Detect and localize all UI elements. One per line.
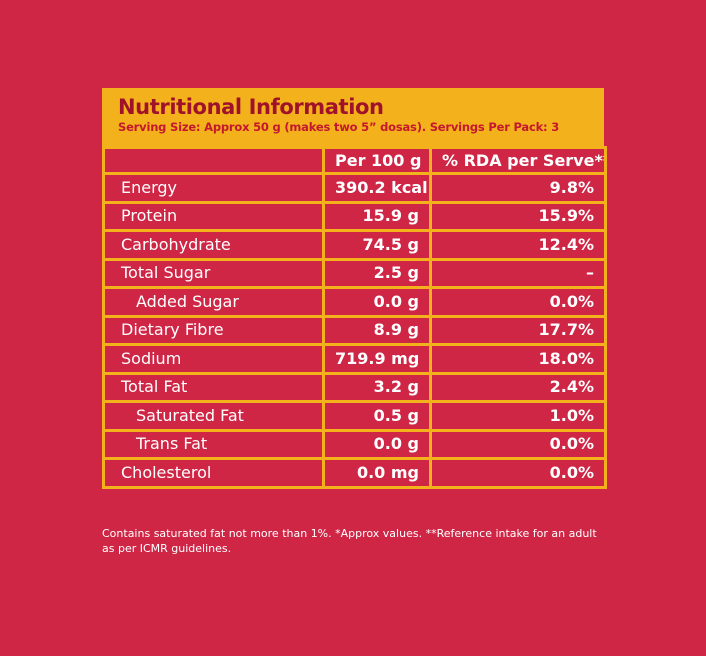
nutrient-name: Energy (102, 172, 325, 204)
nutrient-rda: 2.4% (429, 371, 607, 403)
nutrient-name: Total Fat (102, 371, 325, 403)
table-row: Added Sugar 0.0 g 0.0% (102, 286, 607, 318)
nutrient-name: Total Sugar (102, 257, 325, 289)
column-header-nutrient (102, 146, 325, 175)
table-row: Sodium 719.9 mg 18.0% (102, 343, 607, 375)
table-header-row: Per 100 g % RDA per Serve** (102, 146, 607, 175)
nutrient-rda: 0.0% (429, 428, 607, 460)
nutrient-per-100g: 0.0 g (322, 286, 432, 318)
nutrient-per-100g: 0.0 g (322, 428, 432, 460)
column-header-per-100g: Per 100 g (322, 146, 432, 175)
table-row: Total Fat 3.2 g 2.4% (102, 371, 607, 403)
nutrition-header: Nutritional Information Serving Size: Ap… (102, 88, 604, 146)
nutrient-rda: 15.9% (429, 200, 607, 232)
nutrient-rda: 9.8% (429, 172, 607, 204)
nutrient-rda: 18.0% (429, 343, 607, 375)
nutrient-per-100g: 390.2 kcal (322, 172, 432, 204)
nutrient-name: Carbohydrate (102, 229, 325, 261)
nutrient-name: Dietary Fibre (102, 314, 325, 346)
table-row: Protein 15.9 g 15.9% (102, 200, 607, 232)
nutrient-rda: 0.0% (429, 286, 607, 318)
nutrient-rda: 12.4% (429, 229, 607, 261)
nutrient-per-100g: 74.5 g (322, 229, 432, 261)
table-row: Saturated Fat 0.5 g 1.0% (102, 400, 607, 432)
nutrient-per-100g: 719.9 mg (322, 343, 432, 375)
table-row: Cholesterol 0.0 mg 0.0% (102, 457, 607, 489)
nutrient-per-100g: 3.2 g (322, 371, 432, 403)
nutrient-name: Added Sugar (102, 286, 325, 318)
nutrient-per-100g: 0.0 mg (322, 457, 432, 489)
nutrient-per-100g: 15.9 g (322, 200, 432, 232)
serving-info: Serving Size: Approx 50 g (makes two 5” … (118, 120, 560, 134)
nutrient-per-100g: 8.9 g (322, 314, 432, 346)
nutrient-name: Protein (102, 200, 325, 232)
nutrient-name: Trans Fat (102, 428, 325, 460)
table-row: Carbohydrate 74.5 g 12.4% (102, 229, 607, 261)
table-row: Energy 390.2 kcal 9.8% (102, 172, 607, 204)
table-row: Total Sugar 2.5 g – (102, 257, 607, 289)
footnote: Contains saturated fat not more than 1%.… (102, 527, 597, 555)
nutrient-name: Saturated Fat (102, 400, 325, 432)
nutrient-name: Cholesterol (102, 457, 325, 489)
table-row: Trans Fat 0.0 g 0.0% (102, 428, 607, 460)
nutrient-rda: 17.7% (429, 314, 607, 346)
nutrient-rda: – (429, 257, 607, 289)
nutrient-rda: 0.0% (429, 457, 607, 489)
nutrition-table: Per 100 g % RDA per Serve** Energy 390.2… (102, 146, 607, 489)
nutrient-name: Sodium (102, 343, 325, 375)
nutrient-per-100g: 0.5 g (322, 400, 432, 432)
nutrition-panel: Nutritional Information Serving Size: Ap… (102, 88, 607, 489)
nutrient-per-100g: 2.5 g (322, 257, 432, 289)
nutrient-rda: 1.0% (429, 400, 607, 432)
table-row: Dietary Fibre 8.9 g 17.7% (102, 314, 607, 346)
column-header-rda: % RDA per Serve** (429, 146, 607, 175)
panel-title: Nutritional Information (118, 95, 384, 119)
